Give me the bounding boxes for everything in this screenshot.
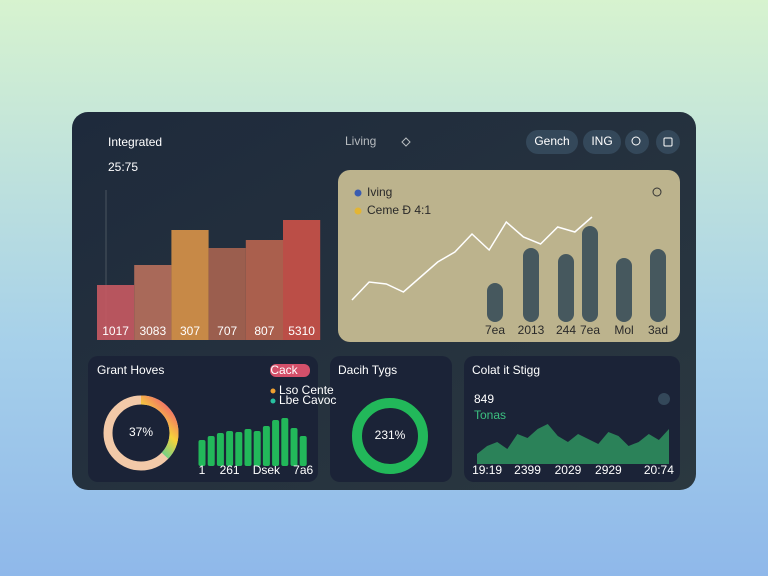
x-tick-label: 3ad: [648, 323, 668, 337]
search-button[interactable]: [625, 130, 649, 154]
bar: [245, 240, 283, 340]
icon: [652, 187, 662, 197]
header-title: Living: [345, 134, 376, 148]
bar: [558, 254, 574, 322]
icon: [631, 136, 641, 146]
chart-title: Colat it Stigg: [472, 363, 540, 377]
legend-marker: [270, 388, 276, 394]
bar: [134, 265, 172, 340]
bar: [290, 428, 298, 466]
chart-title: Grant Hoves: [97, 363, 164, 377]
x-tick-label: 307: [180, 324, 200, 338]
legend-marker: [354, 207, 362, 215]
x-tick-label: 2929: [595, 463, 622, 477]
x-tick-label: 244: [556, 323, 576, 337]
x-tick-label: 261: [220, 463, 240, 477]
button[interactable]: [526, 130, 578, 154]
subtitle: 25:75: [108, 160, 138, 174]
bar: [253, 431, 261, 466]
x-tick-label: 5310: [288, 324, 315, 338]
legend-label: Ceme Ɖ 4:1: [367, 203, 431, 217]
bar: [299, 436, 307, 466]
menu-button[interactable]: [656, 130, 680, 154]
bar: [523, 248, 539, 322]
x-tick-label: 7ea: [580, 323, 600, 337]
legend-label: Lbe Cavoc: [279, 393, 336, 407]
bar: [171, 230, 209, 340]
bar: [272, 420, 280, 466]
x-tick-label: 2013: [518, 323, 545, 337]
bar: [216, 433, 224, 466]
bar: [650, 249, 666, 322]
area: [477, 424, 669, 464]
icon: [401, 137, 411, 147]
bar: [616, 258, 632, 322]
bar: [97, 285, 135, 340]
legend-label: Lso Cente: [279, 383, 334, 397]
x-tick-label: 2029: [555, 463, 582, 477]
x-tick-label: 707: [217, 324, 237, 338]
x-tick-label: 1: [199, 463, 206, 477]
bar: [208, 248, 246, 340]
chart-title: Integrated: [108, 135, 162, 149]
icon: [663, 137, 673, 147]
x-tick-label: 1017: [102, 324, 129, 338]
bar: [262, 426, 270, 466]
note: Tonas: [474, 408, 506, 422]
x-tick-label: 19:19: [472, 463, 502, 477]
x-tick-label: 20:74: [644, 463, 674, 477]
legend-marker: [270, 398, 276, 404]
x-tick-label: 7ea: [485, 323, 505, 337]
x-tick-label: 7a6: [293, 463, 313, 477]
icon[interactable]: [658, 393, 670, 405]
donut-label: 231%: [375, 428, 406, 442]
button-label[interactable]: Cack: [270, 363, 298, 377]
button-label[interactable]: ING: [591, 134, 612, 148]
bar: [207, 436, 215, 466]
button[interactable]: [583, 130, 621, 154]
button[interactable]: [270, 364, 310, 377]
bar: [235, 432, 243, 466]
bar: [487, 283, 503, 322]
donut-arc: [352, 398, 428, 474]
donut-label: 37%: [129, 425, 153, 439]
x-tick-label: Mol: [614, 323, 633, 337]
x-tick-label: 2399: [514, 463, 541, 477]
x-tick-label: 3083: [139, 324, 166, 338]
legend-label: Iving: [367, 185, 392, 199]
button-label[interactable]: Gench: [534, 134, 569, 148]
legend-marker: [354, 189, 362, 197]
line: [351, 216, 593, 301]
bar: [582, 226, 598, 322]
bar: [283, 220, 321, 340]
donut-arc: [103, 395, 179, 471]
x-tick-label: Dsek: [253, 463, 281, 477]
x-tick-label: 807: [254, 324, 274, 338]
bar: [281, 418, 289, 466]
bar: [226, 431, 234, 466]
chart-title: Dacih Tygs: [338, 363, 397, 377]
subtitle: 849: [474, 392, 494, 406]
bar: [244, 429, 252, 466]
bar: [198, 440, 206, 466]
